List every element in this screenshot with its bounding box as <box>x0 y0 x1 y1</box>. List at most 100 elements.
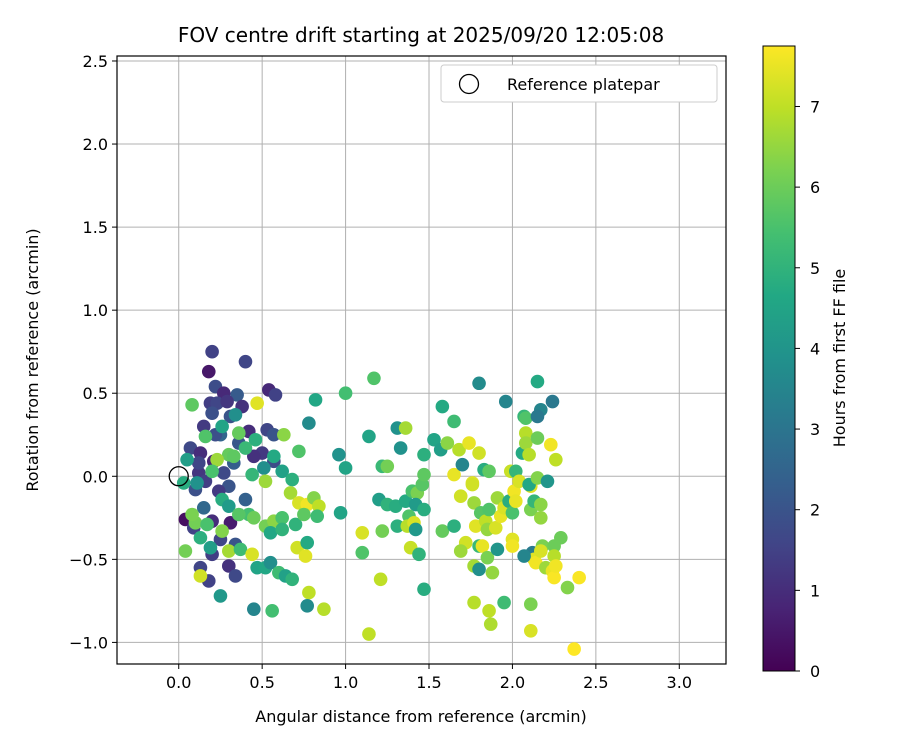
data-point <box>530 409 545 424</box>
data-point <box>247 449 261 464</box>
data-point <box>205 464 219 479</box>
colorbar: 0 1 2 3 4 5 6 7 Hours from first FF file <box>762 45 849 681</box>
data-point <box>518 436 533 450</box>
data-point <box>185 507 199 522</box>
plot-frame <box>116 55 727 665</box>
data-points <box>176 344 586 656</box>
data-point <box>302 416 316 430</box>
data-point <box>540 474 555 489</box>
data-point <box>245 467 259 482</box>
data-point <box>440 436 455 450</box>
data-point <box>333 506 348 520</box>
data-point <box>362 627 376 641</box>
data-point <box>221 499 236 513</box>
data-point <box>185 398 199 412</box>
data-point <box>398 421 413 435</box>
data-point <box>518 411 533 425</box>
data-point <box>308 393 323 407</box>
y-tick-label: 0.0 <box>83 467 108 486</box>
data-point <box>247 602 261 616</box>
data-point <box>238 354 253 369</box>
data-point <box>362 429 376 444</box>
data-point <box>417 467 431 482</box>
data-point <box>447 519 461 533</box>
legend: Reference platepar <box>440 64 718 103</box>
data-point <box>338 461 353 475</box>
data-point <box>193 530 208 545</box>
data-point <box>298 549 313 563</box>
colorbar-label: Hours from first FF file <box>830 269 849 448</box>
data-point <box>453 544 468 558</box>
data-point <box>191 456 206 470</box>
y-tick-label: 1.0 <box>83 301 108 320</box>
y-axis-ticks: −1.0 −0.5 0.0 0.5 1.0 1.5 2.0 2.5 <box>69 52 117 652</box>
data-point <box>196 501 211 515</box>
data-point <box>190 476 204 490</box>
data-point <box>455 457 470 472</box>
data-point <box>375 524 390 538</box>
data-point <box>215 524 229 538</box>
data-point <box>297 507 311 522</box>
data-point <box>292 444 306 459</box>
data-point <box>226 449 241 464</box>
data-point <box>228 408 243 422</box>
data-point <box>210 452 224 467</box>
data-point <box>393 441 408 455</box>
x-tick-label: 0.5 <box>249 673 274 692</box>
data-point <box>265 604 279 618</box>
data-point <box>417 582 431 597</box>
y-tick-label: −0.5 <box>69 550 108 569</box>
grid-lines <box>117 56 726 664</box>
data-point <box>467 496 481 510</box>
data-point <box>277 427 291 442</box>
x-tick-label: 2.0 <box>500 673 525 692</box>
x-tick-label: 1.0 <box>333 673 358 692</box>
data-point <box>302 585 316 600</box>
data-point <box>447 414 461 429</box>
data-point <box>545 394 560 409</box>
data-point <box>220 394 234 409</box>
data-point <box>238 441 253 455</box>
colorbar-tick-label: 1 <box>810 581 820 600</box>
y-tick-label: 2.5 <box>83 52 108 71</box>
reference-marker <box>168 466 189 487</box>
y-tick-label: 1.5 <box>83 218 108 237</box>
data-point <box>505 539 520 553</box>
colorbar-tick-label: 4 <box>810 339 820 358</box>
data-point <box>216 466 231 480</box>
data-point <box>472 446 486 460</box>
data-point <box>549 559 563 573</box>
data-point <box>549 452 563 467</box>
data-point <box>530 374 545 389</box>
x-tick-label: 0.0 <box>166 673 191 692</box>
data-point <box>283 486 298 500</box>
reference-point <box>168 466 189 487</box>
legend-box <box>440 64 718 103</box>
data-point <box>355 525 370 540</box>
y-tick-label: −1.0 <box>69 633 108 652</box>
data-point <box>412 547 426 562</box>
data-point <box>482 502 496 517</box>
x-axis-ticks: 0.0 0.5 1.0 1.5 2.0 2.5 3.0 <box>166 664 692 692</box>
colorbar-ticks: 0 1 2 3 4 5 6 7 <box>795 97 820 681</box>
data-point <box>267 449 281 464</box>
data-point <box>275 511 289 525</box>
data-point <box>508 494 523 509</box>
data-point <box>223 515 238 530</box>
data-point <box>472 376 486 391</box>
data-point <box>380 459 395 474</box>
data-point <box>215 419 229 434</box>
data-point <box>300 599 315 613</box>
data-point <box>205 344 219 359</box>
data-point <box>193 569 208 583</box>
data-point <box>547 570 561 585</box>
data-point <box>338 386 353 401</box>
data-point <box>517 549 531 563</box>
data-point <box>198 429 213 444</box>
data-point <box>268 388 283 402</box>
data-point <box>435 399 450 414</box>
x-tick-label: 2.5 <box>583 673 608 692</box>
data-point <box>572 570 586 585</box>
data-point <box>498 394 513 409</box>
data-point <box>522 447 536 462</box>
